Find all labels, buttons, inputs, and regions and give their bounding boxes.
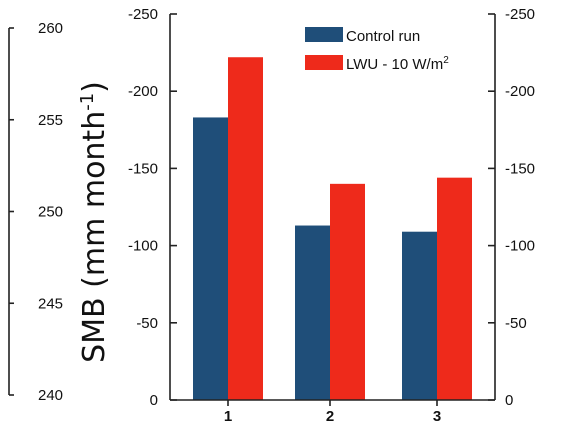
main-y-tick-label: -150: [128, 160, 158, 177]
main-y-tick-label: 0: [150, 392, 158, 409]
bar-control-run: [295, 225, 330, 400]
y-axis-label: SMB (mm month-1): [77, 81, 112, 363]
legend: Control run LWU - 10 W/m2: [305, 27, 449, 73]
x-tick-label: 2: [326, 408, 334, 424]
legend-swatch-lwu: [305, 55, 343, 70]
main-y-tick-label: -50: [136, 315, 158, 332]
left-secondary-tick-label: 240: [38, 387, 63, 404]
bar-control-run: [193, 117, 228, 400]
right-y-tick-label: 0: [505, 392, 513, 409]
main-y-axis: 0 -50 -100 -150 -200 -250: [128, 6, 177, 409]
x-axis: 1 2 3: [170, 399, 495, 424]
right-y-tick-label: -200: [505, 83, 535, 100]
left-secondary-tick-label: 245: [38, 295, 63, 312]
right-y-tick-label: -100: [505, 238, 535, 255]
main-y-tick-label: -200: [128, 83, 158, 100]
bar-lwu: [437, 177, 472, 400]
left-secondary-tick-label: 250: [38, 204, 63, 221]
left-secondary-tick-label: 255: [38, 112, 63, 129]
legend-label-control-run: Control run: [346, 28, 420, 45]
right-y-tick-label: -250: [505, 6, 535, 23]
right-y-tick-label: -50: [505, 315, 527, 332]
left-secondary-axis: 240 245 250 255 260: [8, 20, 63, 404]
main-y-tick-label: -250: [128, 6, 158, 23]
right-y-axis: 0 -50 -100 -150 -200 -250: [488, 6, 535, 409]
bar-control-run: [402, 231, 437, 400]
legend-swatch-control-run: [305, 27, 343, 42]
bar-lwu: [330, 183, 365, 400]
x-tick-label: 3: [433, 408, 441, 424]
left-secondary-tick-label: 260: [38, 20, 63, 37]
right-y-tick-label: -150: [505, 160, 535, 177]
main-y-tick-label: -100: [128, 238, 158, 255]
bars-group: [193, 57, 472, 401]
legend-label-lwu: LWU - 10 W/m2: [346, 55, 449, 73]
bar-lwu: [228, 57, 263, 401]
x-tick-label: 1: [224, 408, 232, 424]
